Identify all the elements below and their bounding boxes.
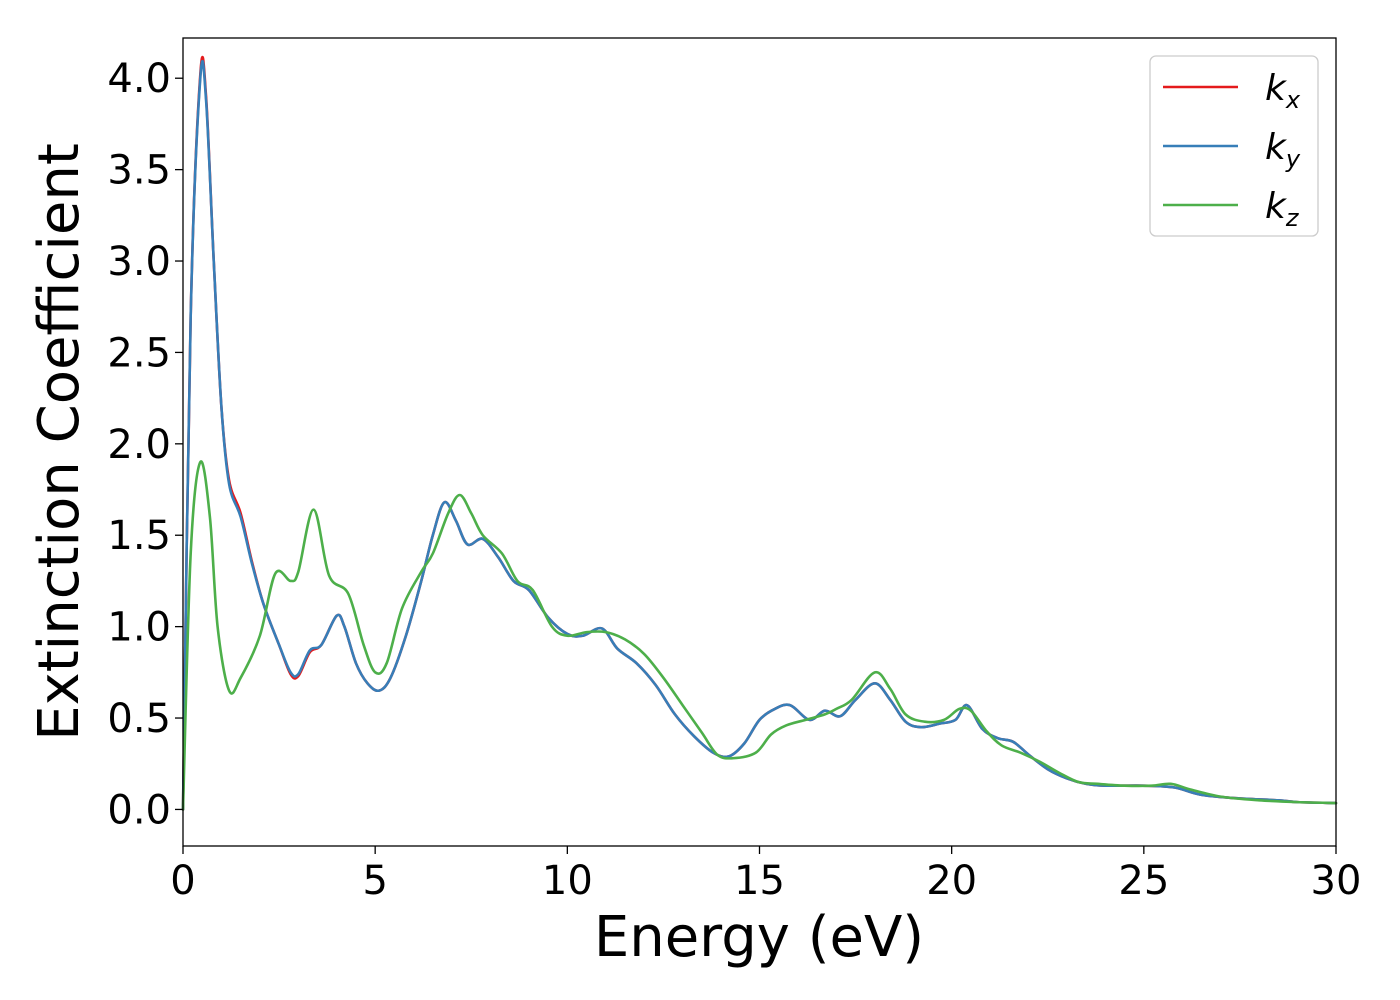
y-axis-label: Extinction Coefficient [27, 143, 92, 741]
x-axis-label: Energy (eV) [594, 905, 924, 970]
series-line-k-y [181, 60, 1338, 811]
y-tick-label: 3.0 [107, 239, 171, 285]
x-tick-label: 0 [170, 858, 195, 904]
legend-label-k-y: ky [1265, 127, 1301, 173]
legend-label-k-x: kx [1265, 68, 1301, 114]
y-tick-label: 3.5 [107, 148, 171, 194]
series-line-k-z [181, 460, 1338, 811]
x-tick-label: 30 [1311, 858, 1362, 904]
x-tick-label: 5 [362, 858, 387, 904]
y-tick-label: 1.5 [107, 513, 171, 559]
legend-label-k-z: kz [1265, 186, 1300, 232]
x-axis-ticks: 0 5 10 15 20 25 30 [170, 846, 1361, 904]
y-axis-ticks: 0.0 0.5 1.0 1.5 2.0 2.5 3.0 3.5 4.0 [107, 56, 183, 833]
series-layer [181, 56, 1338, 811]
x-tick-label: 15 [734, 858, 785, 904]
y-tick-label: 4.0 [107, 56, 171, 102]
y-tick-label: 0.0 [107, 787, 171, 833]
x-tick-label: 20 [926, 858, 977, 904]
plot-area [183, 38, 1336, 846]
x-tick-label: 10 [542, 858, 593, 904]
y-tick-label: 2.0 [107, 422, 171, 468]
y-tick-label: 1.0 [107, 605, 171, 651]
x-tick-label: 25 [1118, 858, 1169, 904]
legend: kx ky kz [1149, 55, 1319, 237]
y-tick-label: 2.5 [107, 330, 171, 376]
y-tick-label: 0.5 [107, 696, 171, 742]
